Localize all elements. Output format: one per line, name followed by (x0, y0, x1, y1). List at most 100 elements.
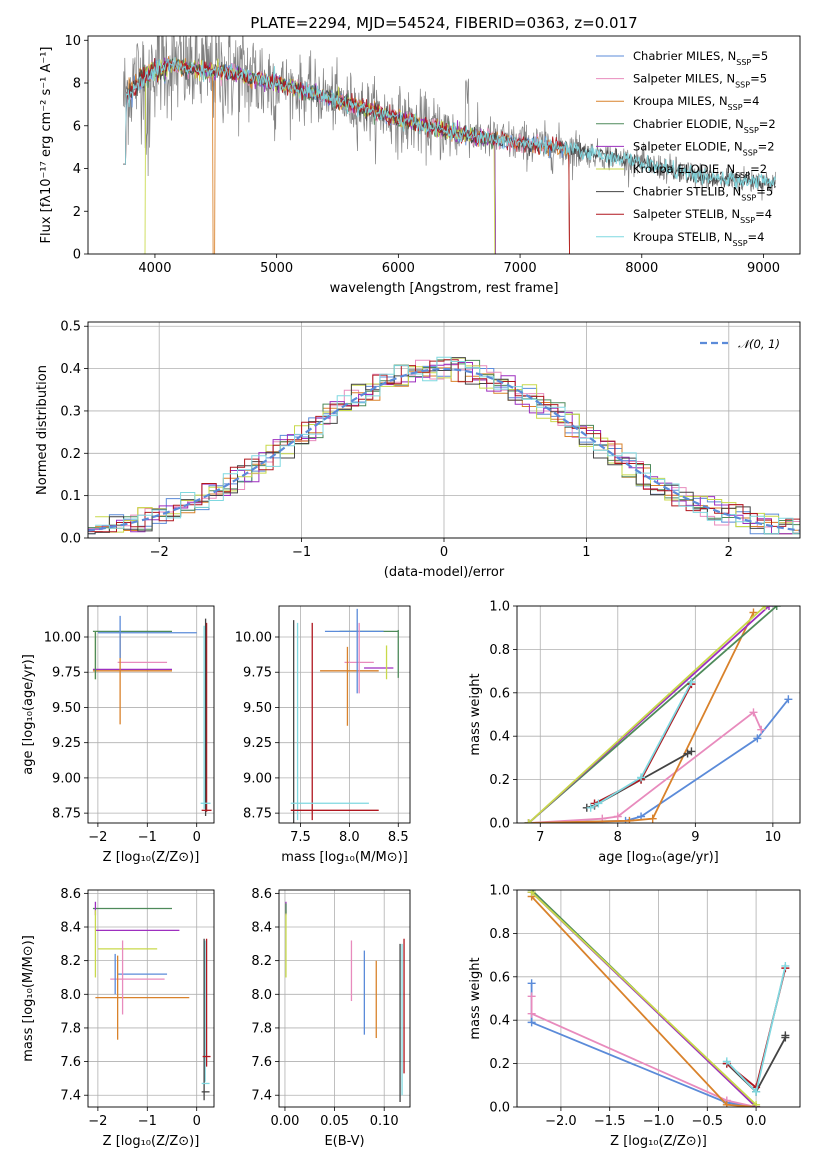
x-tick-label: 1 (582, 545, 590, 560)
residual-histogram-chabrier-stelib (88, 357, 800, 535)
y-tick-label: 4 (73, 162, 81, 177)
y-tick-label: 8.6 (251, 887, 272, 902)
x-tick-label: −2 (150, 545, 169, 560)
axes-frame (87, 605, 215, 824)
y-tick-label: 9.75 (243, 666, 272, 681)
y-tick-label: 8.4 (251, 921, 272, 936)
y-tick-label: 0 (73, 248, 81, 263)
x-tick-label: −1 (138, 1114, 157, 1129)
weight-line-salpeter-miles (528, 710, 763, 823)
x-tick-label: −2 (88, 830, 107, 845)
weight-marker-chabrier-miles (753, 734, 762, 743)
y-axis-label: mass weight (468, 673, 483, 755)
x-tick-label: 0.00 (270, 1114, 299, 1129)
x-tick-label: 5000 (260, 261, 293, 276)
y-tick-label: 8 (73, 77, 81, 92)
weight-marker-chabrier-miles (527, 979, 536, 988)
legend-label-chabrier-stelib: Chabrier STELIB, NSSP=5 (633, 185, 773, 203)
weight-marker-kroupa-miles (749, 608, 758, 617)
y-tick-label: 0.0 (60, 532, 81, 547)
weight-marker-kroupa-elodie (761, 606, 770, 610)
residual-histogram-salpeter-stelib (88, 359, 800, 533)
y-axis-label: Flux [fλ10⁻¹⁷ erg cm⁻² s⁻¹ A⁻¹] (39, 47, 54, 244)
y-tick-label: 0.6 (489, 970, 510, 985)
x-tick-label: 10 (765, 830, 782, 845)
axes-mass-vs-ebv: 0.00 0.05 0.10 7.4 7.6 7.8 8.0 8.2 8.4 8.6 E(B-V) (251, 887, 411, 1149)
y-axis-label: mass weight (468, 957, 483, 1039)
x-tick-label: −1.0 (643, 1114, 675, 1129)
y-tick-label: 0.4 (60, 362, 81, 377)
y-axis-label: Normed distribution (35, 365, 50, 495)
y-tick-label: 8.75 (243, 807, 272, 822)
x-tick-label: −2 (88, 1114, 107, 1129)
weight-marker-salpeter-miles (749, 708, 758, 717)
legend-label-salpeter-elodie: Salpeter ELODIE, NSSP=2 (633, 139, 775, 157)
y-tick-label: 7.4 (60, 1089, 81, 1104)
y-tick-label: 8.0 (251, 988, 272, 1003)
y-tick-label: 0.2 (489, 1057, 510, 1072)
x-tick-label: −1 (292, 545, 311, 560)
legend-label-salpeter-stelib: Salpeter STELIB, NSSP=4 (633, 207, 772, 225)
y-tick-label: 8.2 (251, 954, 272, 969)
axes-frame (87, 321, 801, 539)
x-tick-label: 7 (536, 830, 544, 845)
y-tick-label: 9.00 (243, 771, 272, 786)
axes-age-vs-mass: 7.5 8.0 8.5 8.75 9.00 9.25 9.50 9.75 10.00 mass [… (235, 605, 411, 865)
x-tick-label: 7.5 (290, 830, 311, 845)
legend-label-chabrier-miles: Chabrier MILES, NSSP=5 (633, 49, 768, 67)
weight-line-kroupa-elodie (530, 891, 757, 1106)
y-tick-label: 1.0 (489, 600, 510, 615)
y-tick-label: 1.0 (489, 884, 510, 899)
weight-line-salpeter-stelib (594, 683, 693, 805)
x-tick-label: 0.0 (746, 1114, 767, 1129)
x-axis-label: mass [log₁₀(M/M⊙)] (281, 850, 408, 865)
x-tick-label: 0.10 (370, 1114, 399, 1129)
x-tick-label: 8.5 (388, 830, 409, 845)
x-tick-label: 6000 (382, 261, 415, 276)
y-axis-label: age [log₁₀(age/yr)] (21, 654, 36, 775)
y-axis-label: mass [log₁₀(M/M⊙)] (21, 935, 36, 1062)
x-tick-label: 4000 (138, 261, 171, 276)
y-tick-label: 0.1 (60, 489, 81, 504)
y-tick-label: 7.4 (251, 1089, 272, 1104)
y-tick-label: 0.2 (60, 447, 81, 462)
weight-line-chabrier-miles (530, 983, 757, 1107)
weight-marker-salpeter-miles (613, 812, 622, 821)
weight-marker-kroupa-stelib (687, 677, 696, 686)
y-tick-label: 9.00 (52, 771, 81, 786)
y-tick-label: 10.00 (235, 631, 272, 646)
legend-label-kroupa-miles: Kroupa MILES, NSSP=4 (633, 94, 759, 112)
weight-marker-chabrier-miles (784, 695, 793, 704)
observed-spectrum-line (122, 36, 777, 201)
weight-marker-salpeter-miles (527, 992, 536, 1001)
weight-marker-salpeter-elodie (764, 606, 773, 610)
y-tick-label: 8.2 (60, 954, 81, 969)
x-axis-label: (data-model)/error (384, 565, 505, 580)
x-axis-label: age [log₁₀(age/yr)] (598, 850, 719, 865)
legend-label-salpeter-miles: Salpeter MILES, NSSP=5 (633, 72, 767, 90)
x-tick-label: 9000 (747, 261, 780, 276)
mass-vs-ebv-plot-area (285, 901, 405, 1102)
x-tick-label: −1 (138, 830, 157, 845)
model-line-salpeter-stelib (123, 58, 570, 254)
gridlines-age-vs-mass (279, 606, 410, 823)
residuals-plot-area (88, 356, 800, 535)
y-tick-label: 0.4 (489, 1014, 510, 1029)
axes-frame (516, 605, 801, 824)
model-line-salpeter-miles (123, 60, 570, 254)
axes-frame (278, 889, 411, 1108)
axes-age-vs-Z: −2 −1 0 8.75 9.00 9.25 9.50 9.75 10.00 Z [log₁₀(Z… (21, 605, 215, 865)
y-tick-label: 7.8 (60, 1021, 81, 1036)
mass-vs-Z-plot-area (92, 901, 211, 1101)
x-tick-label: 0 (193, 1114, 201, 1129)
y-tick-label: 10 (64, 34, 81, 49)
y-tick-label: 7.6 (251, 1055, 272, 1070)
weight-marker-kroupa-elodie (752, 1100, 761, 1107)
x-axis-label: Z [log₁₀(Z/Z⊙)] (103, 850, 200, 865)
model-line-kroupa-stelib (123, 57, 776, 189)
weight-marker-salpeter-miles (757, 725, 766, 734)
x-tick-label: 7000 (504, 261, 537, 276)
weight-marker-kroupa-stelib (637, 773, 646, 782)
weight-line-kroupa-miles (528, 612, 755, 823)
